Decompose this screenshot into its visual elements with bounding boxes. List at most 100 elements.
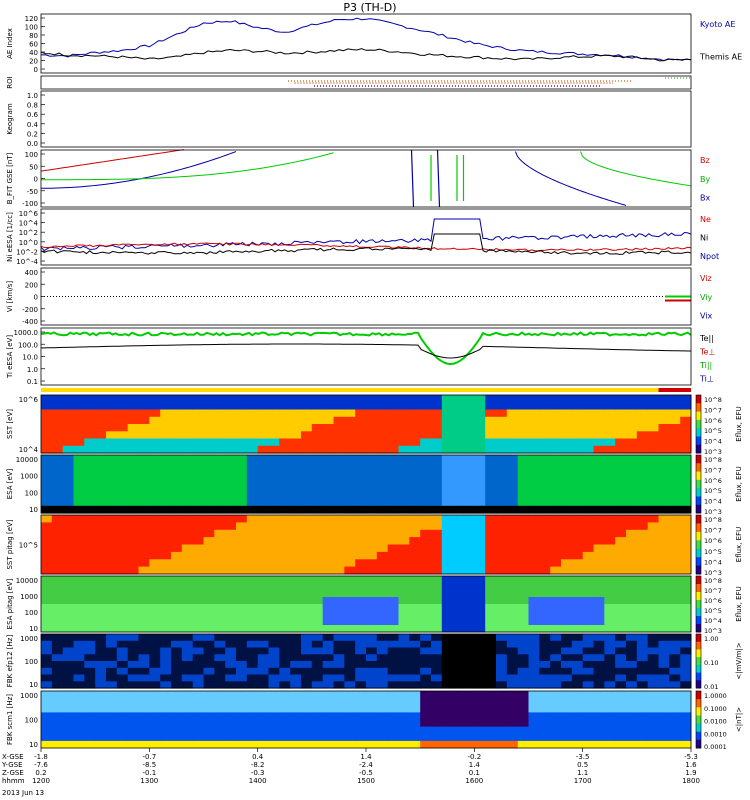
spectrogram-cell: [95, 522, 107, 531]
spectrogram-cell: [355, 681, 367, 689]
spectrogram-cell: [279, 491, 291, 500]
spectrogram-cell: [203, 522, 215, 531]
spectrogram-cell: [409, 551, 421, 560]
spectrogram-cell: [41, 529, 53, 538]
spectrogram-cell: [290, 409, 302, 418]
spectrogram-cell: [160, 705, 172, 713]
spectrogram-cell: [51, 647, 64, 655]
spectrogram-cell: [658, 529, 670, 538]
spectrogram-cell: [73, 611, 85, 619]
spectrogram-cell: [441, 604, 454, 612]
spectrogram-cell: [647, 445, 659, 454]
spectrogram-cell: [441, 476, 454, 485]
panel-ylabel: AE Index: [6, 28, 14, 59]
spectrogram-cell: [257, 698, 269, 706]
spectrogram-cell: [474, 691, 486, 699]
spectrogram-cell: [257, 719, 269, 728]
spectrogram-cell: [463, 537, 475, 545]
spectrogram-cell: [203, 529, 215, 538]
spectrogram-cell: [344, 705, 356, 713]
spectrogram-cell: [420, 691, 432, 699]
spectrogram-cell: [62, 469, 74, 478]
panel-tick-label: 0: [34, 176, 38, 184]
spectrogram-cell: [615, 529, 627, 538]
spectrogram-cell: [355, 733, 367, 742]
spectrogram-cell: [582, 455, 594, 463]
spectrogram-cell: [539, 661, 551, 669]
spectrogram-cell: [398, 505, 410, 514]
spectrogram-cell: [582, 611, 594, 619]
spectrogram-cell: [539, 469, 551, 478]
spectrogram-cell: [138, 544, 150, 553]
spectrogram-cell: [311, 604, 324, 612]
spectrogram-cell: [51, 537, 64, 545]
spectrogram-cell: [561, 455, 573, 463]
spectrogram-cell: [333, 618, 345, 626]
spectrogram-cell: [311, 491, 324, 500]
spectrogram-cell: [181, 544, 194, 553]
footer-row-label: hhmm: [2, 777, 25, 785]
spectrogram-cell: [203, 491, 215, 500]
spectrogram-cell: [409, 505, 421, 514]
spectrogram-cell: [106, 484, 118, 492]
spectrogram-cell: [51, 462, 64, 471]
spectrogram-cell: [181, 529, 194, 538]
spectrogram-cell: [290, 590, 302, 598]
colorbar-label: 10^5: [704, 427, 722, 435]
spectrogram-cell: [333, 583, 345, 591]
spectrogram-cell: [73, 505, 85, 514]
spectrogram-cell: [409, 559, 421, 568]
spectrogram-cell: [290, 395, 302, 403]
spectrogram-cell: [463, 491, 475, 500]
spectrogram-cell: [279, 416, 291, 425]
spectrogram-cell: [593, 559, 605, 568]
spectrogram-cell: [539, 726, 551, 735]
spectrogram-cell: [474, 462, 486, 471]
spectrogram-cell: [214, 445, 226, 454]
spectrogram-cell: [203, 604, 215, 612]
spectrogram-cell: [268, 583, 280, 591]
spectrogram-cell: [376, 491, 389, 500]
spectrogram-cell: [571, 625, 584, 633]
by-series: [580, 151, 692, 187]
spectrogram-cell: [116, 733, 129, 742]
spectrogram-cell: [452, 583, 464, 591]
spectrogram-cell: [62, 719, 74, 728]
spectrogram-cell: [431, 576, 443, 584]
spectrogram-cell: [398, 522, 410, 531]
colorbar-title: <|nT|>: [735, 707, 743, 732]
spectrogram-cell: [550, 416, 562, 425]
spectrogram-cell: [366, 484, 378, 492]
spectrogram-cell: [160, 544, 172, 553]
spectrogram-cell: [257, 576, 269, 584]
spectrogram-cell: [615, 491, 627, 500]
spectrogram-cell: [95, 726, 107, 735]
spectrogram-cell: [496, 469, 508, 478]
spectrogram-cell: [420, 395, 432, 403]
spectrogram-cell: [257, 462, 269, 471]
spectrogram-cell: [387, 402, 399, 411]
spectrogram-cell: [474, 551, 486, 560]
panel-tick-label: 0.8: [27, 102, 38, 110]
spectrogram-cell: [344, 544, 356, 553]
spectrogram-cell: [561, 611, 573, 619]
spectrogram-cell: [301, 551, 313, 560]
spectrogram-cell: [550, 469, 562, 478]
spectrogram-cell: [301, 634, 313, 642]
spectrogram-cell: [192, 505, 204, 514]
spectrogram-cell: [268, 409, 280, 418]
spectrogram-cell: [398, 712, 410, 720]
colorbar-label: 10^5: [704, 548, 722, 556]
spectrogram-cell: [506, 529, 519, 538]
spectrogram-cell: [517, 597, 529, 605]
spectrogram-cell: [658, 611, 670, 619]
spectrogram-cell: [409, 667, 421, 676]
spectrogram-cell: [452, 640, 464, 649]
spectrogram-cell: [138, 515, 150, 523]
spectrogram-cell: [571, 402, 584, 411]
spectrogram-cell: [441, 551, 454, 560]
panel-tick-label: 40: [29, 49, 38, 57]
spectrogram-cell: [517, 445, 529, 454]
spectrogram-cell: [398, 576, 410, 584]
spectrogram-cell: [604, 661, 616, 669]
